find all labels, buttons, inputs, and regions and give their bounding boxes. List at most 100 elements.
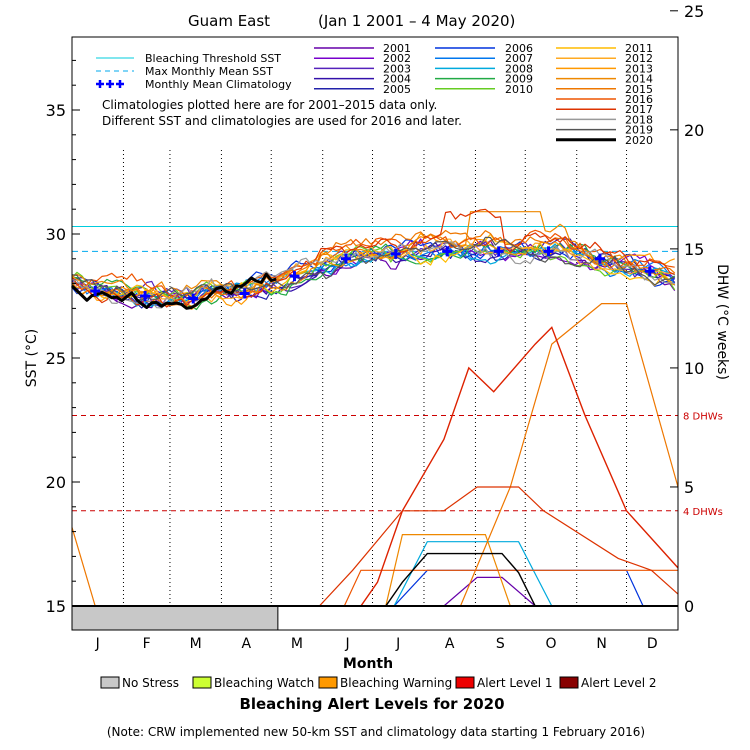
alert-legend-label: Alert Level 1	[477, 676, 553, 690]
legend-year-label: 2012	[625, 52, 653, 65]
legend-year-label: 2017	[625, 103, 653, 116]
axes-group: 15 20 25 30 35 0 5 10 15 20 25 J F M A M J J A S O N D	[46, 2, 705, 652]
dhw-line-2017	[72, 486, 679, 607]
dhw-reference-label: 4 DHWs	[683, 507, 723, 518]
legend-reference-label: Monthly Mean Climatology	[145, 78, 292, 91]
legend-year-label: 2015	[625, 83, 653, 96]
notes-group: Climatologies plotted here are for 2001–…	[102, 98, 462, 128]
legend-year-label: 2013	[625, 62, 653, 75]
climatology-marks	[90, 246, 655, 304]
y-right-tick-label: 25	[684, 2, 704, 21]
legend-climatology-symbol	[106, 80, 114, 88]
alert-legend-swatch	[192, 676, 212, 689]
climatology-marker	[442, 246, 453, 257]
alert-legend-swatch	[100, 676, 120, 689]
climatology-marker	[390, 248, 401, 259]
month-tick-label: F	[143, 636, 151, 652]
legend-year-label: 2011	[625, 42, 653, 55]
y-right-tick-label: 0	[684, 597, 694, 616]
climatology-marker	[340, 253, 351, 264]
month-tick-label: O	[545, 636, 556, 652]
month-tick-label: N	[596, 636, 606, 652]
month-tick-label: M	[190, 636, 202, 652]
legend-year-label: 2014	[625, 73, 653, 86]
climatology-marker	[188, 293, 199, 304]
legend-reference-label: Bleaching Threshold SST	[145, 52, 281, 65]
legend-reference-label: Max Monthly Mean SST	[145, 65, 273, 78]
legend-year-label: 2005	[383, 83, 411, 96]
legend-year-label: 2016	[625, 93, 653, 106]
note-line-2: Different SST and climatologies are used…	[102, 114, 462, 128]
y-left-tick-label: 25	[46, 349, 66, 368]
sst-line-2020	[70, 272, 277, 310]
title-group: Guam East (Jan 1 2001 – 4 May 2020)	[188, 12, 515, 30]
chart-date-range: (Jan 1 2001 – 4 May 2020)	[318, 12, 515, 30]
plot-area	[72, 37, 678, 630]
alert-level-bar	[71, 605, 279, 631]
dhw-extra-line	[72, 552, 678, 607]
note-line-1: Climatologies plotted here are for 2001–…	[102, 98, 437, 112]
climatology-marker	[644, 266, 655, 277]
legend-climatology-symbol	[116, 80, 124, 88]
alert-legend-swatch	[559, 676, 579, 689]
y-axis-left-label: SST (°C)	[24, 329, 40, 387]
sst-series-group	[70, 208, 676, 311]
climatology-marker	[289, 271, 300, 282]
legend-year-label: 2007	[505, 52, 533, 65]
month-tick-label: J	[395, 636, 400, 652]
legend-year-label: 2008	[505, 62, 533, 75]
y-left-tick-label: 15	[46, 597, 66, 616]
y-axis-right-label: DHW (°C weeks)	[714, 264, 730, 380]
climatology-marker	[140, 291, 151, 301]
alert-legend-swatch	[318, 676, 338, 689]
legend-year-label: 2002	[383, 52, 411, 65]
x-axis-label: Month	[343, 656, 393, 672]
alert-legend-swatch	[455, 676, 475, 689]
y-left-tick-label: 20	[46, 473, 66, 492]
alert-bar-segment	[71, 605, 279, 631]
month-gridlines	[122, 150, 628, 606]
footnote: (Note: CRW implemented new 50-km SST and…	[107, 725, 645, 739]
dhw-extra-line	[72, 326, 679, 607]
y-right-tick-label: 20	[684, 121, 704, 140]
alert-legend-label: Bleaching Watch	[214, 676, 314, 690]
alert-legend-label: Alert Level 2	[581, 676, 657, 690]
legend-climatology-symbol	[96, 80, 104, 88]
month-tick-label: M	[291, 636, 303, 652]
alert-legend-label: Bleaching Warning	[340, 676, 452, 690]
dhw-reference-label: 8 DHWs	[683, 412, 723, 423]
legend-year-label: 2003	[383, 62, 411, 75]
legend-year-label: 2004	[383, 73, 411, 86]
climatology-marker	[239, 288, 250, 299]
plot-background	[72, 37, 678, 630]
legend-year-label: 2020	[625, 134, 653, 147]
month-tick-label: A	[242, 636, 252, 652]
legend-year-label: 2006	[505, 42, 533, 55]
legend-year-label: 2009	[505, 73, 533, 86]
alert-level-legend: No Stress Bleaching Watch Bleaching Warnin…	[100, 676, 657, 690]
sst-line-2016	[71, 229, 675, 298]
month-tick-label: D	[647, 636, 658, 652]
y-right-tick-label: 10	[684, 359, 704, 378]
chart-title: Guam East	[188, 12, 270, 30]
alert-legend-title: Bleaching Alert Levels for 2020	[239, 695, 504, 713]
sst-line-2018	[71, 241, 675, 309]
alert-legend-label: No Stress	[122, 676, 179, 690]
month-tick-label: S	[496, 636, 505, 652]
legend-year-label: 2010	[505, 83, 533, 96]
legend-year-label: 2018	[625, 113, 653, 126]
climatology-marker	[90, 286, 101, 297]
month-tick-label: J	[345, 636, 350, 652]
climatology-marker	[493, 246, 504, 257]
legend-year-label: 2019	[625, 124, 653, 137]
month-tick-label: A	[445, 636, 455, 652]
y-right-tick-label: 5	[684, 478, 694, 497]
sst-line-2019	[71, 236, 675, 301]
y-right-tick-label: 15	[684, 240, 704, 259]
y-left-tick-label: 35	[46, 101, 66, 120]
climatology-marker	[594, 253, 605, 264]
legend-year-label: 2001	[383, 42, 411, 55]
month-tick-label: J	[95, 636, 100, 652]
